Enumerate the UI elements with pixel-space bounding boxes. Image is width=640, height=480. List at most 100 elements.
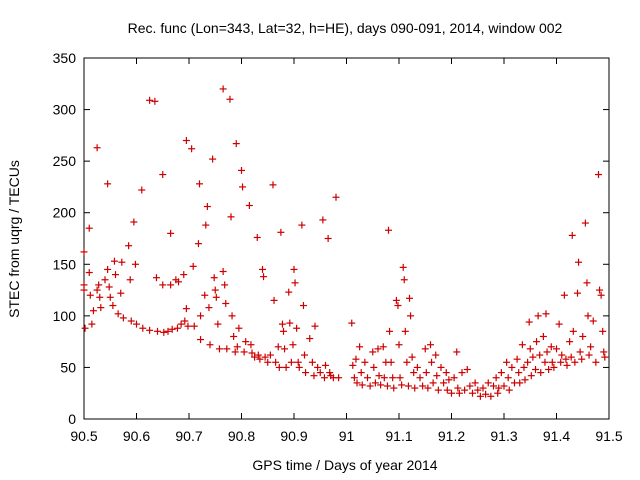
data-point (396, 374, 404, 382)
x-tick-label: 91 (339, 428, 355, 444)
data-point (203, 203, 211, 211)
data-point (504, 374, 512, 382)
data-point (386, 327, 394, 335)
data-point (238, 166, 245, 174)
data-point (96, 293, 104, 301)
data-point (205, 304, 213, 312)
data-point (260, 273, 268, 281)
data-point (206, 341, 214, 349)
data-point (471, 379, 479, 387)
data-point (458, 369, 466, 377)
data-point (542, 310, 550, 318)
x-tick-label: 91.3 (490, 428, 517, 444)
data-point (545, 365, 553, 373)
data-point (85, 224, 93, 232)
data-point (576, 348, 584, 356)
data-points (80, 85, 609, 400)
data-point (434, 386, 442, 394)
data-point (209, 155, 217, 163)
data-point (248, 349, 256, 357)
x-axis-label: GPS time / Days of year 2014 (252, 457, 437, 473)
data-point (560, 291, 568, 299)
data-point (308, 358, 316, 366)
x-tick-label: 90.6 (123, 428, 150, 444)
data-point (516, 379, 524, 387)
data-point (219, 268, 227, 276)
data-point (101, 276, 109, 284)
y-tick-label: 0 (68, 411, 76, 427)
data-point (146, 96, 154, 104)
data-point (503, 358, 511, 366)
data-point (285, 288, 293, 296)
data-point (404, 382, 412, 390)
data-point (567, 353, 575, 361)
data-point (261, 353, 269, 361)
data-point (419, 382, 427, 390)
data-point (581, 219, 589, 227)
data-point (253, 233, 261, 241)
data-point (93, 286, 101, 294)
data-point (515, 369, 523, 377)
data-point (290, 265, 298, 273)
data-point (125, 242, 133, 250)
data-point (433, 372, 441, 380)
data-point (379, 343, 387, 351)
data-point (281, 345, 289, 353)
data-point (119, 314, 127, 322)
data-point (130, 218, 138, 226)
data-point (520, 363, 528, 371)
data-point (270, 296, 278, 304)
data-point (201, 291, 209, 299)
data-point (406, 294, 413, 302)
y-tick-label: 100 (53, 308, 77, 324)
data-point (500, 382, 508, 390)
data-point (294, 358, 302, 366)
data-point (455, 389, 463, 397)
data-point (358, 381, 366, 389)
data-point (301, 351, 308, 359)
data-point (527, 372, 535, 380)
data-point (392, 296, 400, 304)
data-point (369, 348, 377, 356)
data-point (104, 265, 112, 273)
data-point (89, 307, 97, 315)
data-point (86, 291, 94, 299)
data-point (366, 382, 374, 390)
data-point (428, 358, 436, 366)
data-point (109, 302, 117, 310)
data-point (383, 382, 391, 390)
data-point (210, 274, 218, 282)
data-point (181, 317, 189, 325)
data-point (521, 376, 529, 384)
data-point (505, 386, 513, 394)
data-point (399, 263, 407, 271)
x-tick-label: 91.2 (438, 428, 465, 444)
data-point (429, 379, 437, 387)
data-point (127, 317, 135, 325)
data-point (167, 229, 175, 237)
data-point (432, 351, 440, 359)
data-point (583, 279, 591, 287)
data-point (385, 226, 392, 234)
data-point (269, 181, 277, 189)
data-point (357, 369, 365, 377)
y-tick-label: 250 (53, 153, 77, 169)
data-point (390, 384, 398, 392)
x-tick-label: 90.5 (70, 428, 97, 444)
data-point (403, 358, 411, 366)
data-point (139, 324, 147, 332)
data-point (599, 327, 607, 335)
data-point (245, 201, 253, 209)
data-point (93, 144, 101, 152)
y-tick-label: 50 (60, 359, 76, 375)
data-point (394, 302, 402, 310)
data-point (550, 363, 558, 371)
data-point (264, 358, 272, 366)
data-point (574, 289, 581, 297)
data-point (421, 345, 429, 353)
data-point (168, 325, 176, 333)
data-point (266, 351, 274, 359)
data-point (219, 85, 227, 93)
data-point (133, 320, 140, 328)
data-point (553, 345, 560, 353)
